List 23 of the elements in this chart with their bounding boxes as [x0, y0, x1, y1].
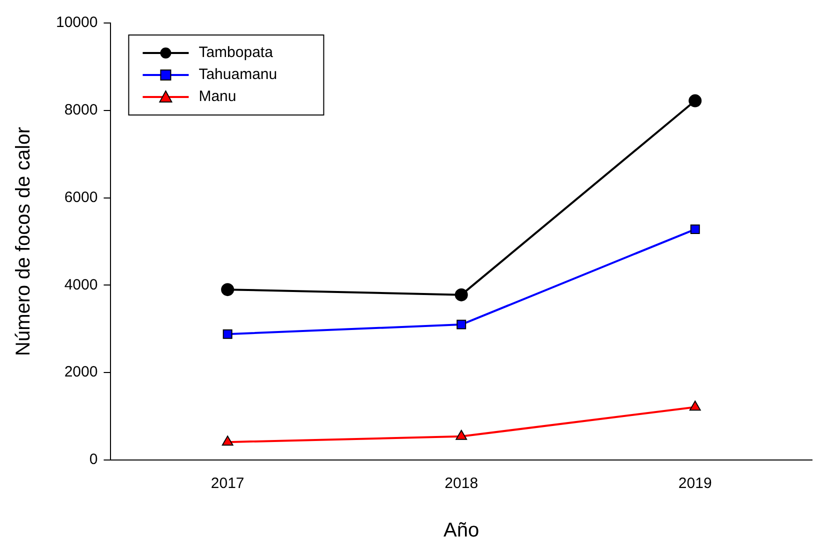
y-tick-label: 2000 — [64, 364, 98, 381]
x-tick-label: 2019 — [678, 475, 712, 492]
legend-label: Manu — [198, 88, 236, 106]
point — [222, 436, 234, 446]
point — [690, 224, 700, 234]
y-tick-label: 4000 — [64, 276, 98, 294]
legend-label: Tambopata — [198, 44, 274, 62]
point — [456, 320, 466, 330]
y-tick-label: 0 — [89, 451, 98, 468]
x-tick-label: 2018 — [444, 475, 478, 492]
point — [454, 288, 468, 302]
point — [456, 430, 468, 440]
point — [221, 283, 234, 296]
y-axis-title: Número de focos de calor — [12, 126, 35, 356]
x-tick-label: 2017 — [210, 475, 244, 492]
y-tick-label: 10000 — [56, 14, 98, 32]
point — [688, 94, 702, 108]
point — [689, 400, 701, 411]
y-tick-label: 8000 — [64, 102, 98, 119]
x-axis-title: Año — [444, 520, 480, 542]
point — [222, 329, 232, 339]
y-tick-label: 6000 — [64, 188, 98, 206]
legend-label: Tahuamanu — [198, 66, 278, 84]
